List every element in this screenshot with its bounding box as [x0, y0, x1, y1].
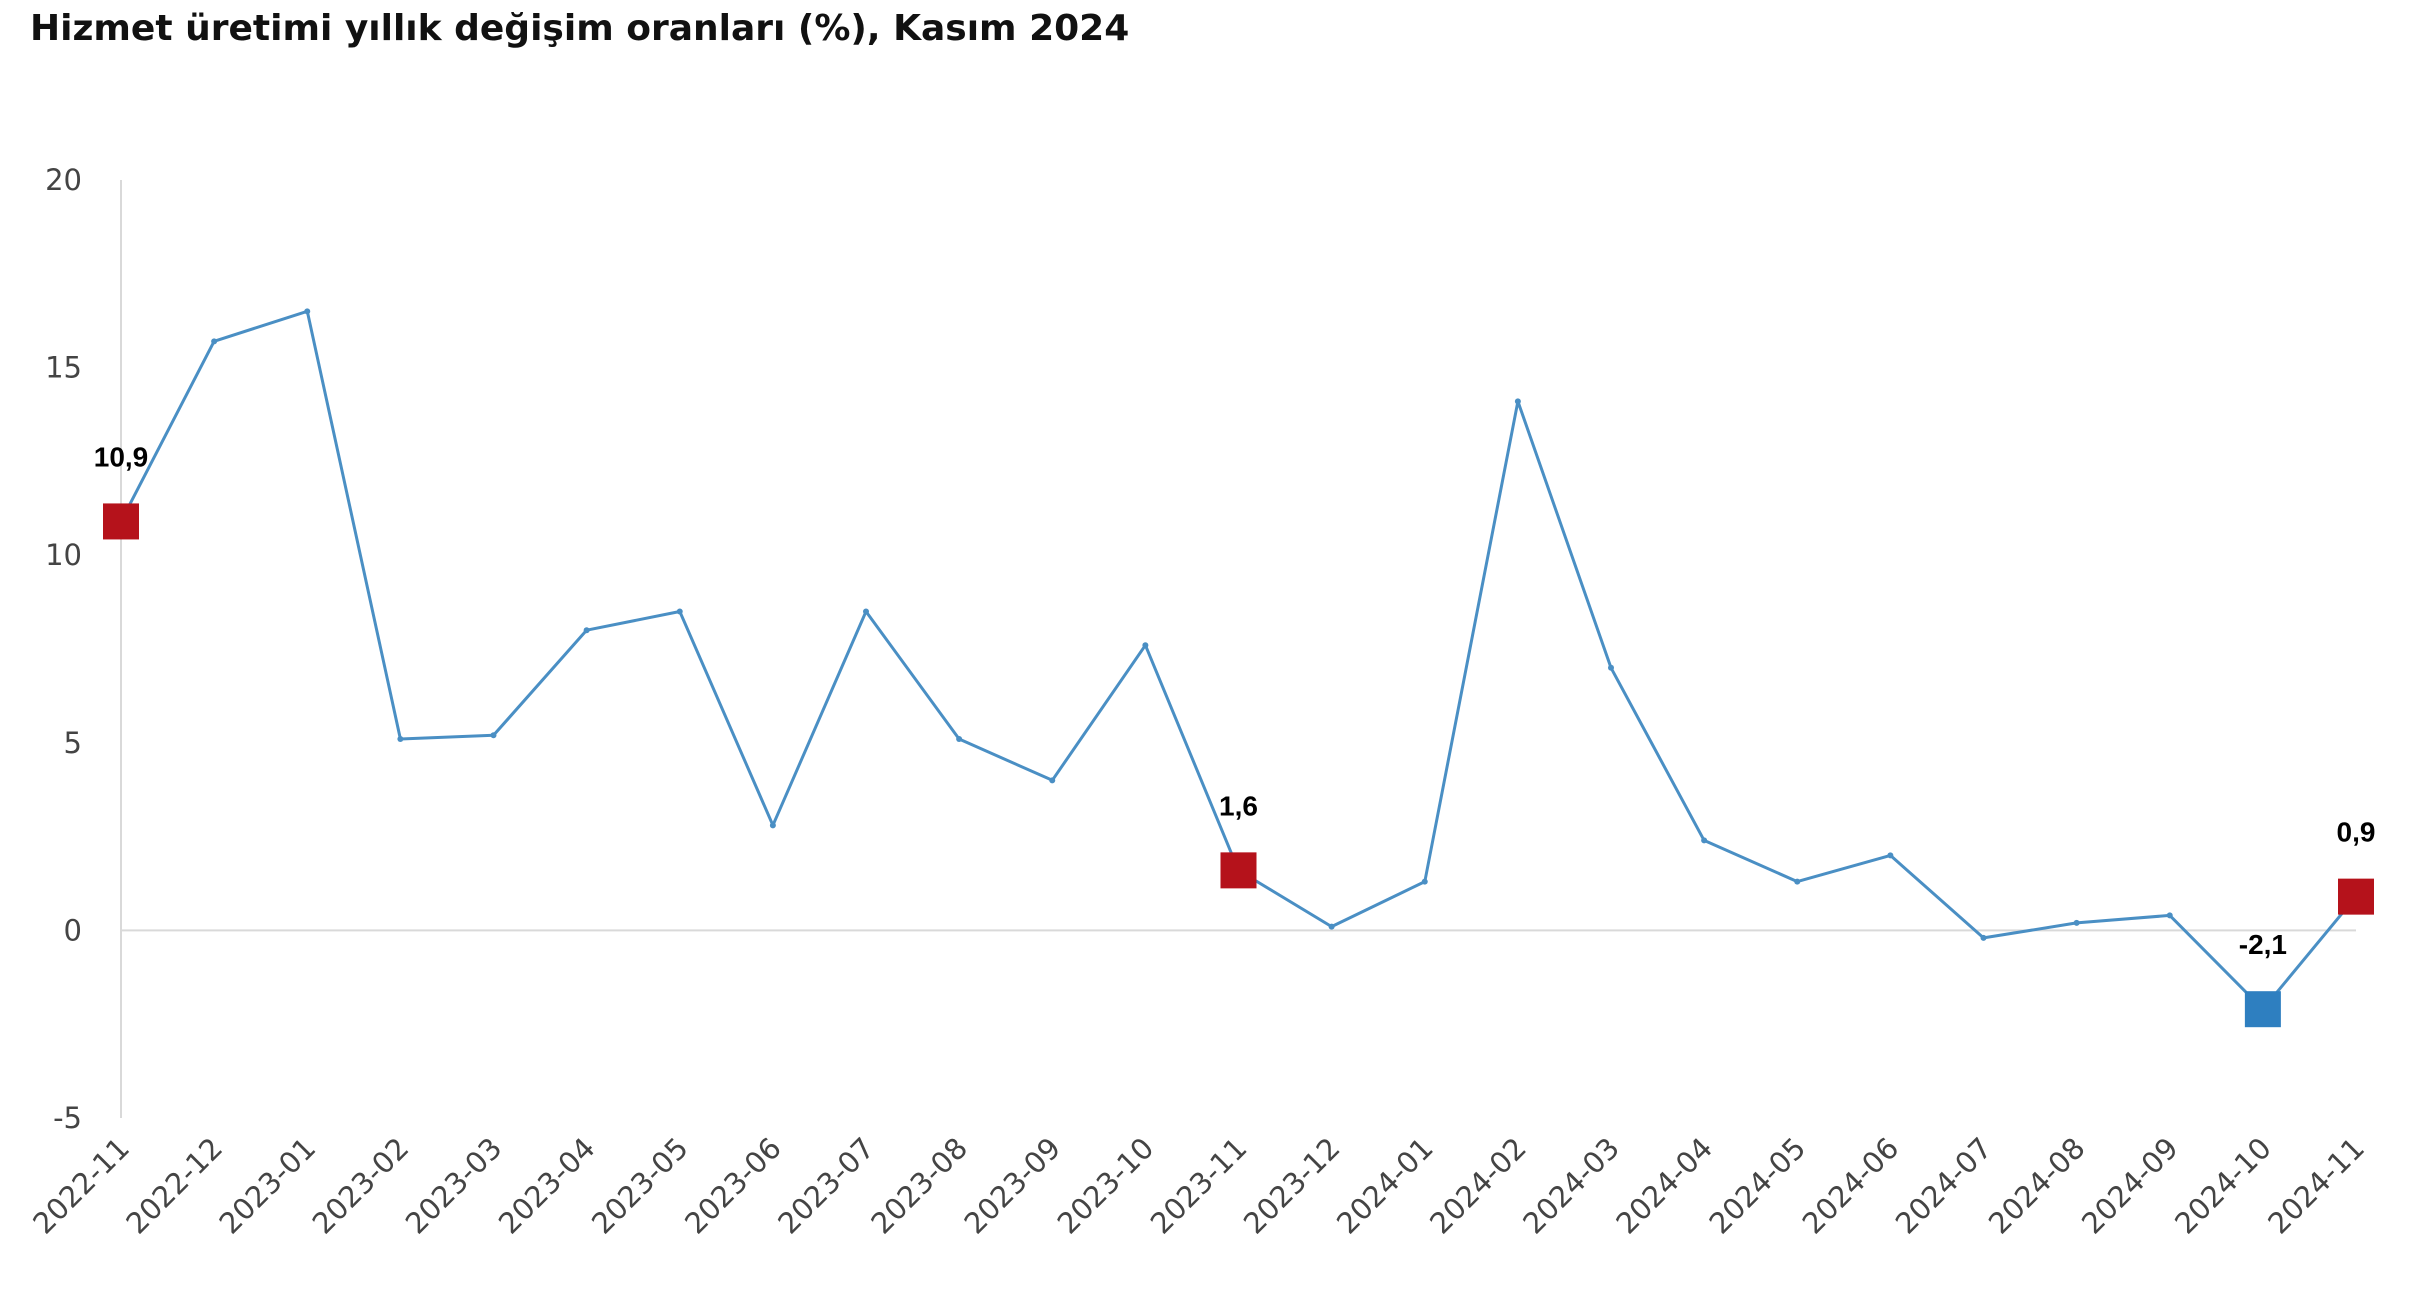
y-tick-label: 5	[64, 726, 82, 760]
x-tick-label: 2024-05	[1702, 1131, 1812, 1241]
x-tick-label: 2023-10	[1051, 1131, 1161, 1241]
x-tick-label: 2023-03	[399, 1131, 509, 1241]
data-point	[676, 608, 683, 615]
x-tick-label: 2022-11	[26, 1131, 136, 1241]
x-tick-label: 2024-01	[1330, 1131, 1440, 1241]
data-point	[1328, 923, 1335, 930]
data-point	[1608, 664, 1614, 671]
data-point	[1142, 642, 1149, 649]
data-point	[1514, 398, 1521, 405]
x-tick-label: 2024-09	[2075, 1131, 2185, 1241]
highlight-marker	[2338, 878, 2374, 915]
chart-title: Hizmet üretimi yıllık değişim oranları (…	[30, 8, 1130, 49]
x-tick-label: 2023-01	[212, 1131, 322, 1241]
data-point	[211, 338, 218, 345]
y-tick-label: 20	[45, 163, 82, 197]
highlight-marker	[1220, 852, 1257, 889]
data-point	[490, 732, 497, 739]
data-point	[2073, 919, 2080, 926]
data-point	[583, 627, 590, 634]
data-point	[304, 308, 311, 315]
x-tick-label: 2023-11	[1144, 1131, 1254, 1241]
x-tick-label: 2023-05	[585, 1131, 695, 1241]
highlight-marker	[103, 503, 139, 540]
x-tick-label: 2023-07	[771, 1131, 881, 1241]
data-point	[956, 736, 963, 743]
x-tick-label: 2023-02	[306, 1131, 416, 1241]
y-tick-label: 15	[45, 351, 82, 385]
x-tick-label: 2024-07	[1889, 1131, 1999, 1241]
data-point	[1887, 852, 1894, 859]
data-point	[769, 822, 776, 829]
x-tick-label: 2023-06	[678, 1131, 788, 1241]
x-tick-label: 2024-04	[1609, 1131, 1719, 1241]
x-tick-label: 2024-08	[1982, 1131, 2092, 1241]
x-tick-label: 2024-10	[2168, 1131, 2278, 1241]
data-point	[863, 608, 869, 615]
data-label: 1,6	[1219, 790, 1258, 821]
x-tick-label: 2024-11	[2261, 1131, 2371, 1241]
data-label: 10,9	[94, 441, 149, 472]
highlight-marker	[2244, 991, 2281, 1028]
y-tick-label: -5	[53, 1101, 82, 1135]
x-tick-label: 2024-02	[1423, 1131, 1533, 1241]
data-label: -2,1	[2239, 929, 2287, 960]
series-line	[119, 309, 2358, 1011]
data-label: 0,9	[2337, 817, 2376, 848]
x-tick-label: 2023-12	[1237, 1131, 1347, 1241]
y-tick-label: 0	[64, 913, 82, 947]
data-point	[1049, 777, 1056, 784]
x-tick-label: 2023-04	[492, 1131, 602, 1241]
x-tick-label: 2022-12	[119, 1131, 229, 1241]
data-point	[1421, 878, 1428, 885]
data-point	[1701, 837, 1708, 844]
y-tick-label: 10	[45, 538, 82, 572]
x-tick-label: 2024-03	[1516, 1131, 1626, 1241]
x-tick-label: 2024-06	[1796, 1131, 1906, 1241]
x-tick-label: 2023-09	[957, 1131, 1067, 1241]
data-point	[1794, 878, 1801, 885]
data-point	[2166, 912, 2173, 919]
data-point	[1980, 934, 1987, 941]
x-tick-label: 2023-08	[864, 1131, 974, 1241]
data-point	[397, 736, 404, 743]
